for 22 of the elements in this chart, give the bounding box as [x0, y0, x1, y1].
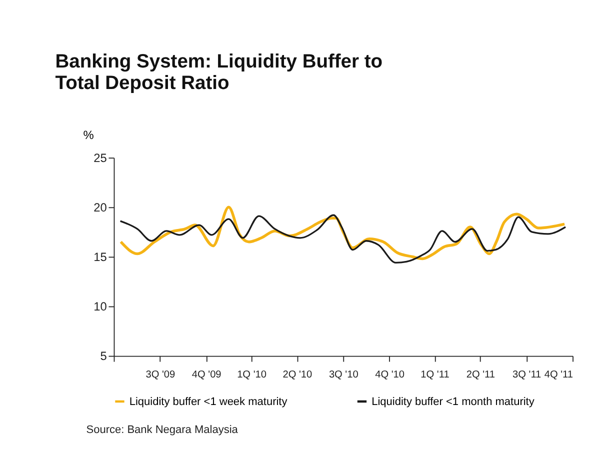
- x-tick-label: 4Q '11: [544, 369, 574, 380]
- y-tick-label: 10: [94, 299, 108, 314]
- source-note: Source: Bank Negara Malaysia: [86, 424, 239, 436]
- y-tick-label: 25: [94, 150, 108, 165]
- x-tick-label: 2Q '10: [282, 369, 313, 380]
- text: Banking System: Liquidity Buffer to: [55, 52, 383, 73]
- x-tick-label: 1Q '10: [237, 369, 267, 380]
- text: Total Deposit Ratio: [55, 72, 230, 94]
- x-tick-label: 4Q '10: [375, 369, 405, 380]
- x-tick-label: 4Q '09: [192, 369, 222, 380]
- line-series: [119, 214, 566, 264]
- x-tick-label: 3Q '11: [512, 369, 542, 380]
- y-axis-title: %: [83, 128, 94, 142]
- x-tick-label: 3Q '09: [146, 369, 176, 380]
- x-tick-label: 2Q '11: [466, 369, 496, 380]
- y-tick-label: 15: [94, 250, 108, 264]
- y-tick-label: 20: [94, 200, 108, 214]
- legend-label: Liquidity buffer <1 week maturity: [129, 396, 288, 408]
- x-tick-label: 3Q '10: [328, 369, 359, 380]
- y-tick-label: 5: [100, 348, 108, 363]
- x-tick-label: 1Q '11: [420, 369, 450, 380]
- legend-label: Liquidity buffer <1 month maturity: [372, 396, 535, 408]
